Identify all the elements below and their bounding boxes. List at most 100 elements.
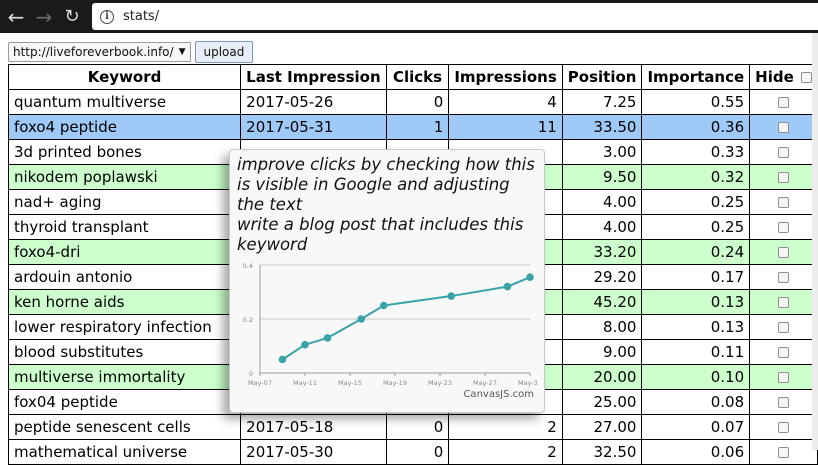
cell-keyword: thyroid transplant (7, 214, 242, 240)
cell-position: 25.00 (561, 389, 643, 415)
cell-impressions: 2 (448, 439, 563, 465)
x-tick-label: May-31 (518, 379, 538, 387)
reload-button[interactable]: ↻ (60, 5, 84, 29)
cell-last-impression: 2017-05-26 (240, 89, 387, 115)
header-keyword[interactable]: Keyword (7, 64, 242, 90)
cell-importance: 0.36 (641, 114, 751, 140)
cell-keyword: ardouin antonio (7, 264, 242, 290)
header-last-impression[interactable]: Last Impression (240, 64, 387, 90)
address-bar[interactable]: i stats/ (92, 3, 818, 30)
cell-position: 4.00 (561, 214, 643, 240)
hide-checkbox[interactable] (778, 122, 790, 133)
back-button[interactable]: ← (4, 5, 28, 29)
header-position[interactable]: Position (561, 64, 643, 90)
cell-hide (749, 339, 818, 365)
site-select[interactable]: http://liveforeverbook.info/ ▼ (8, 42, 191, 62)
cell-clicks: 0 (385, 414, 450, 440)
cell-hide (749, 389, 818, 415)
hide-checkbox[interactable] (778, 97, 790, 108)
cell-impressions: 4 (448, 89, 563, 115)
cell-clicks: 1 (385, 114, 450, 140)
chart-credit[interactable]: CanvasJS.com (463, 389, 534, 400)
header-impressions[interactable]: Impressions (448, 64, 563, 90)
cell-keyword: mathematical universe (7, 439, 242, 465)
x-tick-label: May-19 (383, 379, 407, 387)
stats-toolbar: http://liveforeverbook.info/ ▼ upload (8, 41, 254, 63)
cell-hide (749, 314, 818, 340)
cell-position: 33.50 (561, 114, 643, 140)
table-row[interactable]: mathematical universe 2017-05-30 0 2 32.50 0.… (7, 439, 818, 465)
table-row[interactable]: foxo4 peptide 2017-05-31 1 11 33.50 0.36 (7, 114, 818, 140)
cell-keyword: 3d printed bones (7, 139, 242, 165)
header-hide-label[interactable]: Hide (755, 68, 794, 86)
cell-hide (749, 189, 818, 215)
cell-position: 29.20 (561, 264, 643, 290)
hide-checkbox[interactable] (778, 247, 790, 258)
cell-importance: 0.13 (641, 289, 751, 315)
upload-button[interactable]: upload (194, 41, 254, 63)
hide-checkbox[interactable] (778, 422, 790, 433)
header-hide: Hide (749, 64, 818, 90)
cell-importance: 0.07 (641, 414, 751, 440)
hide-checkbox[interactable] (778, 147, 790, 158)
site-select-value: http://liveforeverbook.info/ (13, 45, 174, 59)
hide-checkbox[interactable] (778, 172, 790, 183)
y-tick-label: 0 (249, 370, 253, 378)
url-text: stats/ (123, 9, 160, 24)
cell-importance: 0.33 (641, 139, 751, 165)
forward-button[interactable]: → (32, 5, 56, 29)
data-point (503, 282, 512, 291)
cell-hide (749, 439, 818, 465)
cell-position: 20.00 (561, 364, 643, 390)
cell-position: 45.20 (561, 289, 643, 315)
cell-importance: 0.25 (641, 189, 751, 215)
y-tick-label: 0.2 (243, 316, 253, 324)
reload-icon: ↻ (64, 5, 80, 27)
hide-checkbox[interactable] (778, 397, 790, 408)
cell-importance: 0.06 (641, 439, 751, 465)
cell-impressions: 11 (448, 114, 563, 140)
vertical-scrollbar[interactable] (812, 33, 818, 450)
hide-checkbox[interactable] (778, 372, 790, 383)
header-clicks[interactable]: Clicks (385, 64, 450, 90)
header-importance[interactable]: Importance (641, 64, 751, 90)
cell-keyword: peptide senescent cells (7, 414, 242, 440)
cell-hide (749, 264, 818, 290)
cell-keyword: quantum multiverse (7, 89, 242, 115)
cell-keyword: foxo4-dri (7, 239, 242, 265)
cell-position: 9.50 (561, 164, 643, 190)
cell-position: 8.00 (561, 314, 643, 340)
cell-keyword: blood substitutes (7, 339, 242, 365)
keyword-tooltip: improve clicks by checking how this is v… (229, 149, 545, 413)
x-tick-label: May-11 (293, 379, 317, 387)
cell-last-impression: 2017-05-18 (240, 414, 387, 440)
hide-checkbox[interactable] (778, 447, 790, 458)
table-row[interactable]: quantum multiverse 2017-05-26 0 4 7.25 0.55 (7, 89, 818, 115)
info-icon[interactable]: i (100, 9, 114, 24)
cell-keyword: nad+ aging (7, 189, 242, 215)
importance-trend-chart: 0 0.2 0.4 May-07 May-11 May-15 May-19 May-23 May… (243, 262, 538, 387)
cell-position: 33.20 (561, 239, 643, 265)
hide-checkbox[interactable] (778, 347, 790, 358)
hide-checkbox[interactable] (778, 197, 790, 208)
hide-checkbox[interactable] (778, 297, 790, 308)
cell-hide (749, 114, 818, 140)
data-point (278, 355, 287, 364)
hide-checkbox[interactable] (778, 272, 790, 283)
cell-position: 4.00 (561, 189, 643, 215)
cell-position: 3.00 (561, 139, 643, 165)
cell-position: 32.50 (561, 439, 643, 465)
cell-position: 7.25 (561, 89, 643, 115)
hide-all-checkbox[interactable] (800, 72, 812, 83)
cell-impressions: 2 (448, 414, 563, 440)
hide-checkbox[interactable] (778, 322, 790, 333)
table-header-row: Keyword Last Impression Clicks Impressio… (7, 64, 818, 90)
cell-clicks: 0 (385, 89, 450, 115)
cell-importance: 0.08 (641, 389, 751, 415)
cell-last-impression: 2017-05-30 (240, 439, 387, 465)
cell-keyword: foxo4 peptide (7, 114, 242, 140)
cell-hide (749, 364, 818, 390)
table-row[interactable]: peptide senescent cells 2017-05-18 0 2 27.00… (7, 414, 818, 440)
hide-checkbox[interactable] (778, 222, 790, 233)
cell-importance: 0.32 (641, 164, 751, 190)
